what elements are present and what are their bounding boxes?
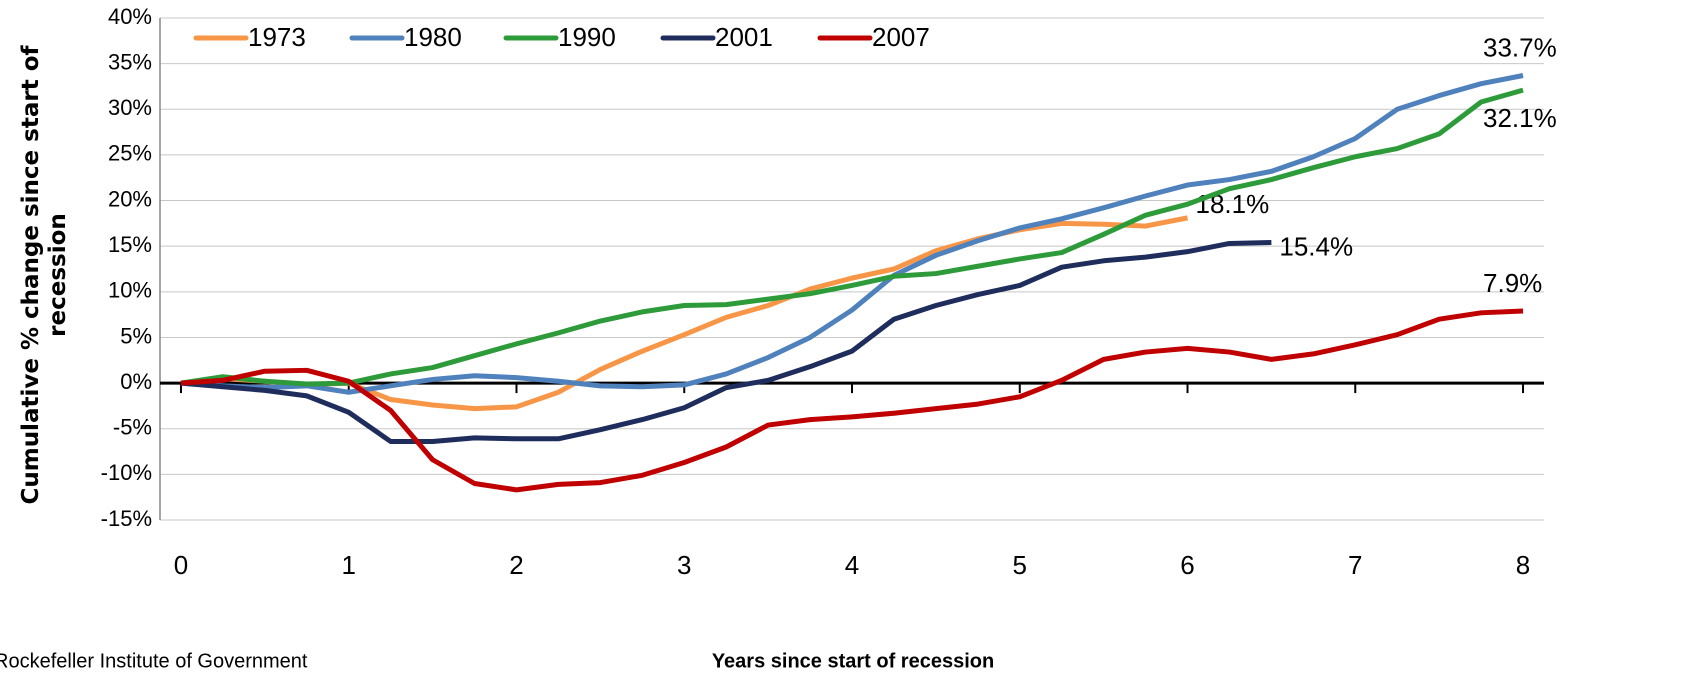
series-line [180, 308, 1524, 493]
x-tick-label: 5 [1013, 550, 1027, 580]
x-tick-label: 2 [509, 550, 523, 580]
y-tick-label: 15% [108, 232, 152, 257]
y-tick-label: -15% [101, 506, 152, 531]
x-tick-label: 7 [1348, 550, 1362, 580]
x-tick-label: 3 [677, 550, 691, 580]
y-tick-label: 25% [108, 141, 152, 166]
x-tick-label: 0 [174, 550, 188, 580]
value-label: 15.4% [1279, 231, 1353, 261]
series-line [180, 73, 1524, 395]
legend-label: 1990 [558, 22, 616, 52]
legend-label: 2001 [715, 22, 773, 52]
source: Rockefeller Institute of Government [0, 650, 308, 672]
x-tick-label: 1 [341, 550, 355, 580]
y-tick-label: 0% [120, 369, 152, 394]
series-line [180, 87, 1524, 387]
y-tick-label: 35% [108, 49, 152, 74]
series-line [180, 240, 1272, 445]
x-tick-label: 4 [845, 550, 859, 580]
x-tick-label: 6 [1180, 550, 1194, 580]
x-tick-label: 8 [1516, 550, 1530, 580]
y-tick-label: 20% [108, 186, 152, 211]
y-tick-label: -5% [113, 415, 152, 440]
value-label: 33.7% [1483, 32, 1557, 62]
y-tick-label: -10% [101, 460, 152, 485]
x-axis-title: Years since start of recession [712, 650, 994, 672]
legend-label: 2007 [872, 22, 930, 52]
value-label: 18.1% [1196, 189, 1270, 219]
value-label: 32.1% [1483, 103, 1557, 133]
y-tick-label: 40% [108, 4, 152, 29]
legend-label: 1973 [248, 22, 306, 52]
legend: 1973 1980 1990 2001 2007 [180, 20, 970, 56]
y-tick-label: 10% [108, 278, 152, 303]
value-label: 7.9% [1483, 268, 1542, 298]
legend-label: 1980 [404, 22, 462, 52]
y-tick-label: 30% [108, 95, 152, 120]
y-axis-title: Cumulative % change since start of reces… [18, 45, 71, 505]
y-tick-label: 5% [120, 323, 152, 348]
